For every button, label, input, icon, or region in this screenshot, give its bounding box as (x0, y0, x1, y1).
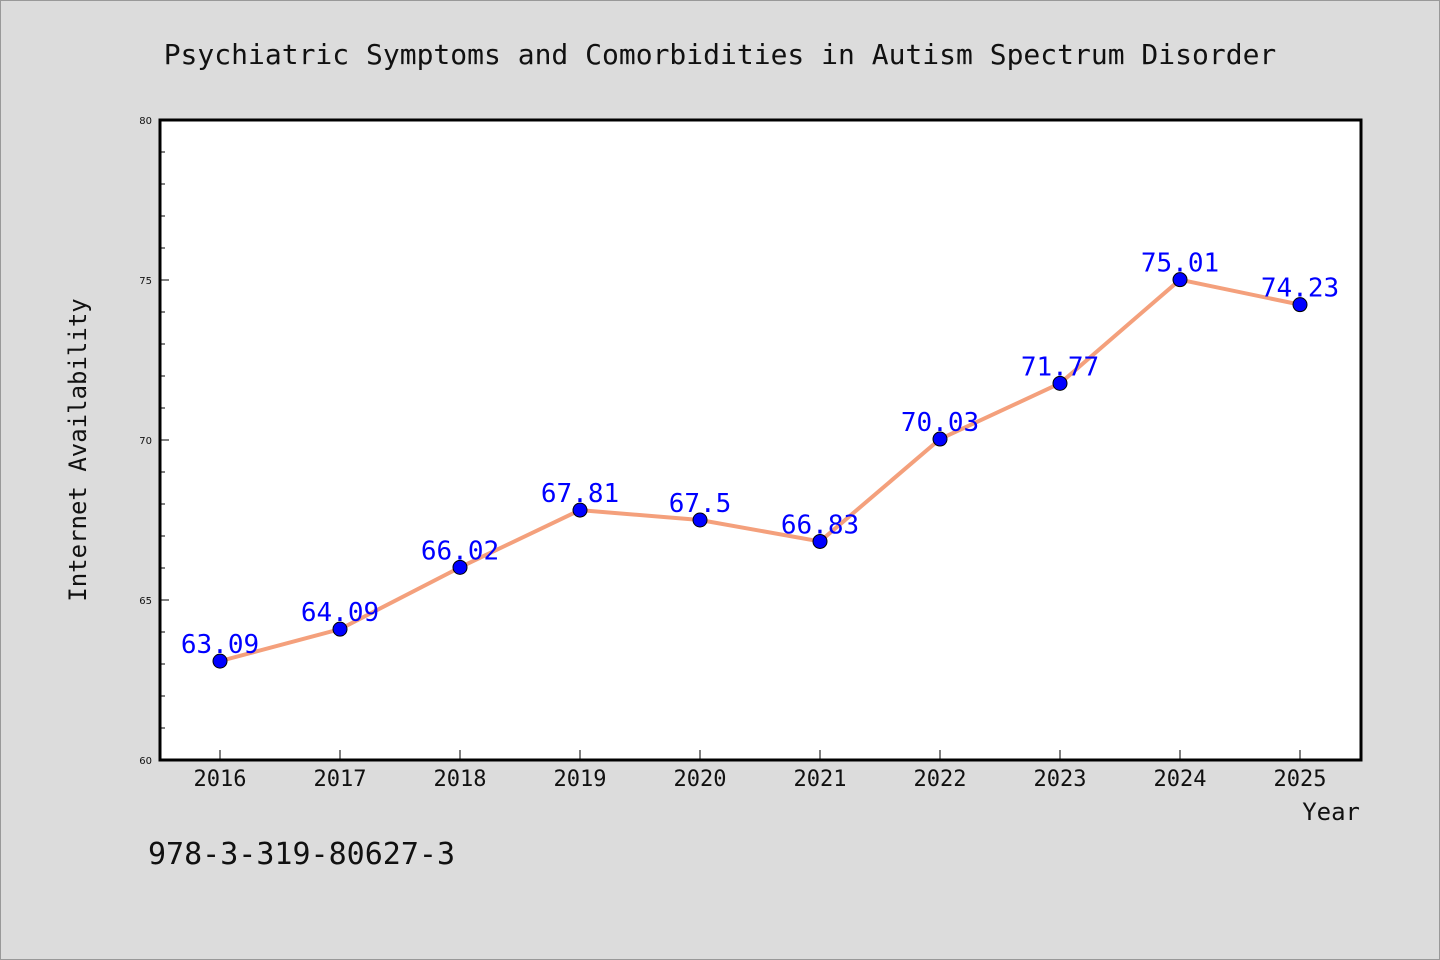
y-axis: 60 65 70 75 80 (139, 116, 169, 767)
data-label: 66.83 (781, 510, 859, 540)
data-label: 75.01 (1141, 249, 1219, 279)
series-line (219, 277, 1301, 664)
x-tick-label: 2021 (794, 767, 847, 792)
x-tick-label: 2022 (914, 767, 967, 792)
x-tick-label: 2025 (1274, 767, 1327, 792)
y-tick-label: 60 (139, 756, 152, 767)
x-tick-label: 2023 (1034, 767, 1087, 792)
data-point (332, 621, 348, 637)
plot-area (158, 118, 1363, 762)
footer-code: 978-3-319-80627-3 (148, 837, 455, 872)
x-tick-label: 2024 (1154, 767, 1207, 792)
y-tick-label: 65 (139, 596, 152, 607)
data-point (452, 559, 468, 575)
data-label: 67.81 (541, 479, 619, 509)
data-point (1292, 297, 1308, 313)
x-tick-label: 2018 (434, 767, 487, 792)
data-label: 66.02 (421, 536, 499, 566)
y-axis-label: Internet Availability (64, 298, 92, 601)
data-point (1172, 272, 1188, 288)
y-tick-label: 70 (139, 436, 152, 447)
data-point (212, 653, 228, 669)
data-label: 71.77 (1021, 352, 1099, 382)
x-axis-label: Year (1302, 798, 1360, 826)
x-tick-label: 2020 (674, 767, 727, 792)
series-group: 63.09 64.09 66.02 67.81 67.5 66.83 70.03 71.77 7… (181, 249, 1339, 669)
data-point (572, 502, 588, 518)
y-tick-label: 75 (139, 276, 152, 287)
data-label: 63.09 (181, 630, 259, 660)
data-label: 67.5 (669, 489, 732, 519)
data-point (1052, 375, 1068, 391)
data-label: 74.23 (1261, 274, 1339, 304)
data-label: 70.03 (901, 408, 979, 438)
x-tick-label: 2016 (194, 767, 247, 792)
x-tick-label: 2019 (554, 767, 607, 792)
chart-title: Psychiatric Symptoms and Comorbidities i… (164, 38, 1277, 71)
data-point (692, 512, 708, 528)
data-label: 64.09 (301, 598, 379, 628)
x-axis: 2016 2017 2018 2019 2020 2021 2022 2023 2024 2025 (194, 750, 1327, 792)
data-point (932, 431, 948, 447)
y-tick-label: 80 (139, 116, 152, 127)
x-tick-label: 2017 (314, 767, 367, 792)
data-point (812, 533, 828, 549)
